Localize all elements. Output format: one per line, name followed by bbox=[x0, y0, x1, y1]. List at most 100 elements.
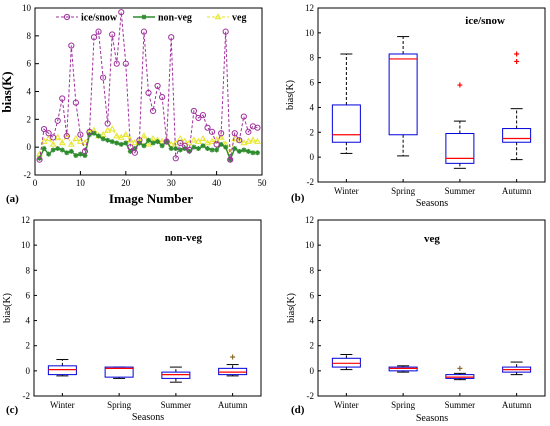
panel-b-xlabel: Seasons bbox=[416, 198, 448, 209]
panel-a-point-ice-snow bbox=[168, 34, 175, 41]
panel-c-ytick-label: 8 bbox=[26, 265, 31, 275]
panel-c-category-label: Autumn bbox=[218, 400, 248, 410]
panel-a-point-ice-snow bbox=[131, 149, 138, 156]
panel-a-point-non-veg bbox=[77, 151, 83, 157]
panel-c-plot-frame bbox=[33, 219, 262, 397]
panel-c-ytick-label: 2 bbox=[26, 341, 31, 351]
panel-a-point-ice-snow bbox=[50, 134, 57, 141]
panel-b-box-autumn-iqr bbox=[502, 128, 532, 143]
panel-a-xtick-label: 40 bbox=[212, 178, 222, 188]
panel-a-point-ice-snow bbox=[159, 93, 166, 101]
panel-a-label: (a) bbox=[6, 193, 19, 205]
panel-a-point-non-veg bbox=[214, 147, 220, 153]
panel-c-ytick-label: 4 bbox=[26, 316, 31, 326]
panel-a-point-non-veg bbox=[168, 146, 174, 152]
panel-a-point-veg bbox=[190, 136, 198, 143]
panel-d-box-winter-iqr bbox=[331, 357, 361, 368]
panel-b-ytick-label: 6 bbox=[310, 78, 315, 88]
panel-a-ytick-label: 4 bbox=[27, 87, 32, 97]
panel-a-point-ice-snow bbox=[236, 137, 243, 144]
panel-a-point-veg bbox=[49, 140, 57, 147]
panel-c-ytick-label: 12 bbox=[21, 215, 30, 225]
panel-a-point-ice-snow bbox=[172, 155, 179, 162]
panel-b-box-winter-iqr bbox=[331, 104, 361, 143]
panel-a-legend: ice/snow non-veg veg bbox=[56, 13, 246, 24]
legend-marker-ice-snow bbox=[63, 13, 71, 21]
panel-d-ytick-label: 0 bbox=[310, 366, 315, 376]
panel-a-point-ice-snow bbox=[208, 128, 216, 135]
panel-a-point-veg bbox=[140, 132, 148, 139]
legend-marker-non-veg bbox=[141, 14, 147, 20]
panel-c-category-label: Winter bbox=[50, 400, 75, 410]
panel-a-point-ice-snow bbox=[95, 28, 102, 35]
panel-a-point-ice-snow bbox=[54, 117, 61, 124]
panel-c-ytick-label: -2 bbox=[23, 391, 31, 401]
panel-c-ytick-label: 0 bbox=[26, 366, 31, 376]
panel-b-category-label: Autumn bbox=[502, 186, 532, 196]
panel-c-category-label: Spring bbox=[107, 400, 132, 410]
panel-b-ytick-label: 2 bbox=[310, 127, 315, 137]
panel-a-point-non-veg bbox=[223, 144, 229, 150]
panel-d-xlabel: Seasons bbox=[416, 413, 448, 424]
legend-label-ice-snow: ice/snow bbox=[81, 13, 118, 24]
panel-a-point-non-veg bbox=[59, 147, 65, 153]
panel-a-point-non-veg bbox=[100, 136, 106, 142]
panel-a-point-non-veg bbox=[191, 144, 197, 150]
panel-b-ylabel: bias(K) bbox=[285, 80, 296, 110]
panel-a-point-non-veg bbox=[96, 133, 102, 139]
panel-a-point-ice-snow bbox=[118, 9, 125, 16]
panel-a-point-non-veg bbox=[236, 148, 242, 154]
panel-a-point-non-veg bbox=[177, 147, 183, 153]
panel-a-point-ice-snow bbox=[90, 34, 98, 41]
panel-d-box-summer-outlier bbox=[457, 365, 463, 371]
panel-c-box-chart: -2 0 2 4 6 8 10 12 Winter Spring Summer Autumn non-… bbox=[2, 215, 262, 423]
panel-a-point-non-veg bbox=[241, 147, 247, 153]
panel-a-point-ice-snow bbox=[213, 141, 220, 148]
panel-c-category-label: Summer bbox=[161, 400, 192, 410]
panel-d-category-label: Winter bbox=[334, 400, 359, 410]
panel-a-point-veg bbox=[172, 139, 180, 146]
panel-b-category-label: Winter bbox=[334, 186, 359, 196]
panel-a-xtick-label: 50 bbox=[258, 178, 268, 188]
panel-d-category-label: Summer bbox=[445, 400, 476, 410]
legend-marker-veg bbox=[214, 13, 222, 20]
panel-a-point-veg bbox=[208, 137, 216, 144]
panel-a-point-ice-snow bbox=[154, 82, 161, 90]
panel-a-point-ice-snow bbox=[245, 128, 252, 135]
panel-a-point-ice-snow bbox=[45, 130, 52, 137]
panel-a-point-non-veg bbox=[245, 148, 251, 154]
panel-c-ytick-label: 6 bbox=[26, 290, 31, 300]
panel-b-box-autumn-outlier bbox=[514, 51, 520, 57]
legend-label-non-veg: non-veg bbox=[158, 13, 192, 24]
panel-b-box-summer-iqr bbox=[445, 133, 475, 164]
panel-a-point-veg bbox=[249, 136, 257, 143]
panel-a-point-veg bbox=[131, 139, 139, 146]
panel-a-point-ice-snow bbox=[186, 146, 193, 154]
panel-a-point-ice-snow bbox=[222, 28, 229, 35]
panel-a-point-non-veg bbox=[146, 137, 151, 143]
panel-b-box-chart: -2 0 2 4 6 8 10 12 Winter Spring Summer Autumn ice/… bbox=[285, 3, 546, 209]
panel-a-point-veg bbox=[58, 139, 66, 146]
panel-b-ytick-label: 12 bbox=[305, 3, 314, 13]
panel-a-ytick-label: -2 bbox=[24, 170, 32, 180]
panel-d-plot-frame bbox=[317, 219, 546, 397]
panel-a-point-ice-snow bbox=[127, 144, 134, 151]
panel-c-box-spring-iqr bbox=[104, 366, 134, 378]
panel-a-xtick-label: 20 bbox=[121, 178, 131, 188]
panel-a-point-non-veg bbox=[64, 150, 70, 156]
panel-a-point-veg bbox=[254, 137, 261, 144]
panel-a-point-non-veg bbox=[186, 148, 192, 154]
panel-b-category-label: Summer bbox=[445, 186, 476, 196]
panel-b-box-summer-outlier bbox=[457, 82, 463, 88]
panel-a-point-non-veg bbox=[73, 153, 79, 159]
panel-b-ytick-label: 10 bbox=[305, 28, 315, 38]
panel-a-point-ice-snow bbox=[40, 125, 48, 133]
panel-a-point-veg bbox=[199, 135, 207, 142]
panel-a-point-ice-snow bbox=[122, 60, 129, 67]
panel-b-title: ice/snow bbox=[465, 15, 505, 27]
panel-d-ytick-label: 4 bbox=[310, 316, 315, 326]
panel-a-point-veg bbox=[72, 135, 80, 142]
panel-a-point-ice-snow bbox=[240, 113, 247, 120]
panel-a-point-non-veg bbox=[82, 153, 88, 159]
panel-c-box-winter-iqr bbox=[47, 365, 77, 376]
